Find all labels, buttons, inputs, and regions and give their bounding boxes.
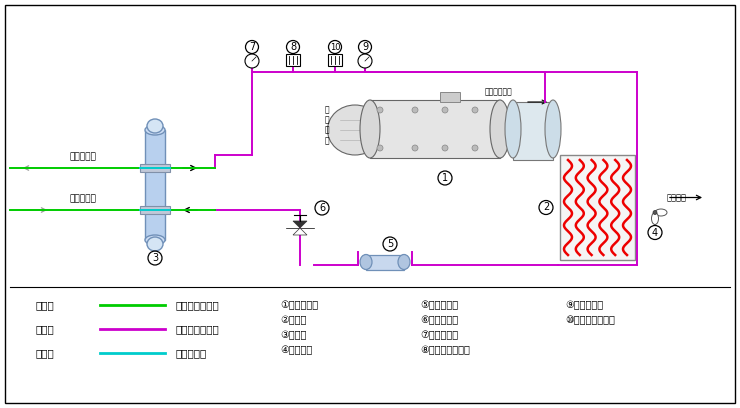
Circle shape [358,54,372,68]
Circle shape [472,145,478,151]
Bar [145,130,165,240]
Text: 制冷剂循环回路: 制冷剂循环回路 [175,324,219,334]
Text: 载冷剂出口: 载冷剂出口 [70,152,97,161]
Ellipse shape [651,213,659,224]
Text: ④冷却风扇: ④冷却风扇 [280,345,312,355]
Text: 1: 1 [442,173,448,183]
Bar [140,164,170,172]
Bar [440,92,460,102]
Text: 10: 10 [330,42,340,51]
Text: 3: 3 [152,253,158,263]
Ellipse shape [505,100,521,158]
Text: 6: 6 [319,203,325,213]
Text: ②冷凝器: ②冷凝器 [280,315,306,325]
Ellipse shape [655,209,667,216]
Text: 低
压
吸
气: 低 压 吸 气 [325,105,329,145]
Text: ⑩高压压力控制器: ⑩高压压力控制器 [565,315,615,325]
Text: 蓝色线: 蓝色线 [35,348,54,358]
Text: ⑥供液膨胀阀: ⑥供液膨胀阀 [420,315,458,325]
Ellipse shape [147,237,163,251]
Circle shape [442,107,448,113]
Polygon shape [293,221,307,228]
Text: 5: 5 [387,239,393,249]
Circle shape [412,145,418,151]
Ellipse shape [398,255,410,270]
Text: ⑦低压压力表: ⑦低压压力表 [420,330,458,340]
Bar [513,102,553,160]
Circle shape [442,145,448,151]
Ellipse shape [360,255,372,270]
Text: 绿色线: 绿色线 [35,300,54,310]
Ellipse shape [145,125,165,135]
Ellipse shape [147,119,163,133]
Text: ⑤干燥过滤器: ⑤干燥过滤器 [420,300,458,310]
Text: 2: 2 [543,202,549,213]
Bar [370,100,500,158]
Text: ⑨高压压力表: ⑨高压压力表 [565,300,603,310]
Text: 7: 7 [249,42,255,52]
Bar [286,54,300,66]
Circle shape [377,145,383,151]
Text: 风向流动: 风向流动 [667,193,687,202]
Circle shape [472,107,478,113]
Text: 4: 4 [652,228,658,237]
Bar [366,255,404,270]
Circle shape [412,107,418,113]
Text: ⑧低压压力控制器: ⑧低压压力控制器 [420,345,470,355]
Bar [328,54,342,66]
Polygon shape [293,228,307,235]
Bar [560,155,635,260]
Text: ①螺杆压缩机: ①螺杆压缩机 [280,300,318,310]
Bar [140,206,170,214]
Ellipse shape [490,100,510,158]
Text: 高压排气流向: 高压排气流向 [485,87,513,97]
Ellipse shape [545,100,561,158]
Text: 红色线: 红色线 [35,324,54,334]
Circle shape [377,107,383,113]
Ellipse shape [360,100,380,158]
Text: 8: 8 [290,42,296,52]
Ellipse shape [145,235,165,245]
Circle shape [653,211,657,215]
Text: ③蒸发器: ③蒸发器 [280,330,306,340]
Text: 水循环回路: 水循环回路 [175,348,206,358]
Ellipse shape [328,105,383,155]
Text: 载冷剂流入: 载冷剂流入 [70,194,97,203]
Circle shape [245,54,259,68]
Text: 载冷剂循环回路: 载冷剂循环回路 [175,300,219,310]
Text: 9: 9 [362,42,368,52]
